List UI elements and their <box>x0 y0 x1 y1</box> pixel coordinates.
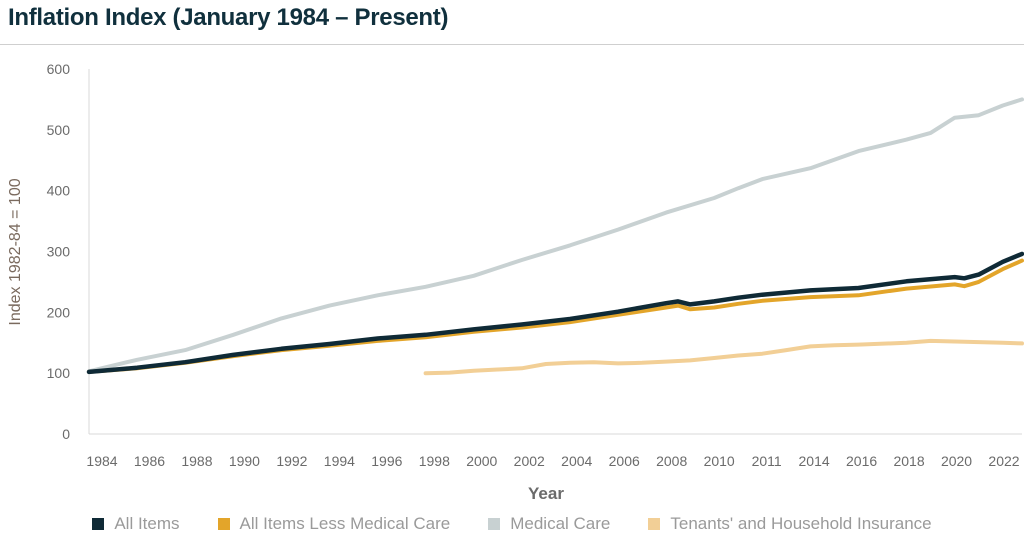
chart-legend: All Items All Items Less Medical Care Medi… <box>0 512 1024 536</box>
x-tick-label: 2014 <box>799 453 830 469</box>
y-tick-label: 200 <box>47 304 71 320</box>
legend-label: All Items Less Medical Care <box>239 514 451 533</box>
legend-label: All Items <box>114 514 180 533</box>
legend-label: Medical Care <box>510 514 611 533</box>
x-tick-label: 1992 <box>276 453 307 469</box>
series-line-tenants-and-household-insurance <box>423 338 1024 376</box>
x-tick-label: 1986 <box>134 453 165 469</box>
x-tick-label: 2002 <box>514 453 545 469</box>
x-tick-label: 1996 <box>371 453 402 469</box>
x-axis-title: Year <box>528 484 564 503</box>
x-tick-label: 2004 <box>561 453 592 469</box>
x-tick-label: 1984 <box>86 453 117 469</box>
x-tick-label: 1998 <box>419 453 450 469</box>
x-tick-label: 2022 <box>988 453 1019 469</box>
y-tick-label: 600 <box>47 61 71 77</box>
y-tick-label: 0 <box>62 426 70 442</box>
x-tick-label: 1990 <box>229 453 260 469</box>
x-tick-label: 2006 <box>609 453 640 469</box>
x-tick-label: 2010 <box>704 453 735 469</box>
legend-swatch <box>217 518 230 530</box>
legend-item: All Items <box>92 514 180 534</box>
y-tick-label: 400 <box>47 183 71 199</box>
legend-item: All Items Less Medical Care <box>217 514 451 534</box>
legend-swatch <box>488 518 501 530</box>
x-tick-label: 2011 <box>752 453 782 469</box>
legend-label: Tenants' and Household Insurance <box>670 514 932 533</box>
y-axis-title: Index 1982-84 = 100 <box>7 178 24 325</box>
x-tick-label: 2018 <box>893 453 924 469</box>
chart-title: Inflation Index (January 1984 – Present) <box>8 4 449 31</box>
series-line-medical-care <box>87 97 1024 374</box>
legend-swatch <box>92 518 105 530</box>
x-tick-label: 1988 <box>181 453 212 469</box>
series-line-all-items <box>86 251 1024 375</box>
x-tick-label: 2020 <box>941 453 972 469</box>
title-divider <box>0 44 1024 45</box>
y-tick-label: 300 <box>47 244 71 260</box>
x-tick-label: 2000 <box>466 453 497 469</box>
y-tick-label: 500 <box>47 122 71 138</box>
x-tick-label: 2008 <box>656 453 687 469</box>
legend-item: Medical Care <box>488 514 610 534</box>
x-tick-label: 1994 <box>324 453 355 469</box>
legend-item: Tenants' and Household Insurance <box>648 514 932 534</box>
legend-swatch <box>648 518 661 530</box>
y-tick-label: 100 <box>47 365 71 381</box>
x-tick-label: 2016 <box>846 453 877 469</box>
